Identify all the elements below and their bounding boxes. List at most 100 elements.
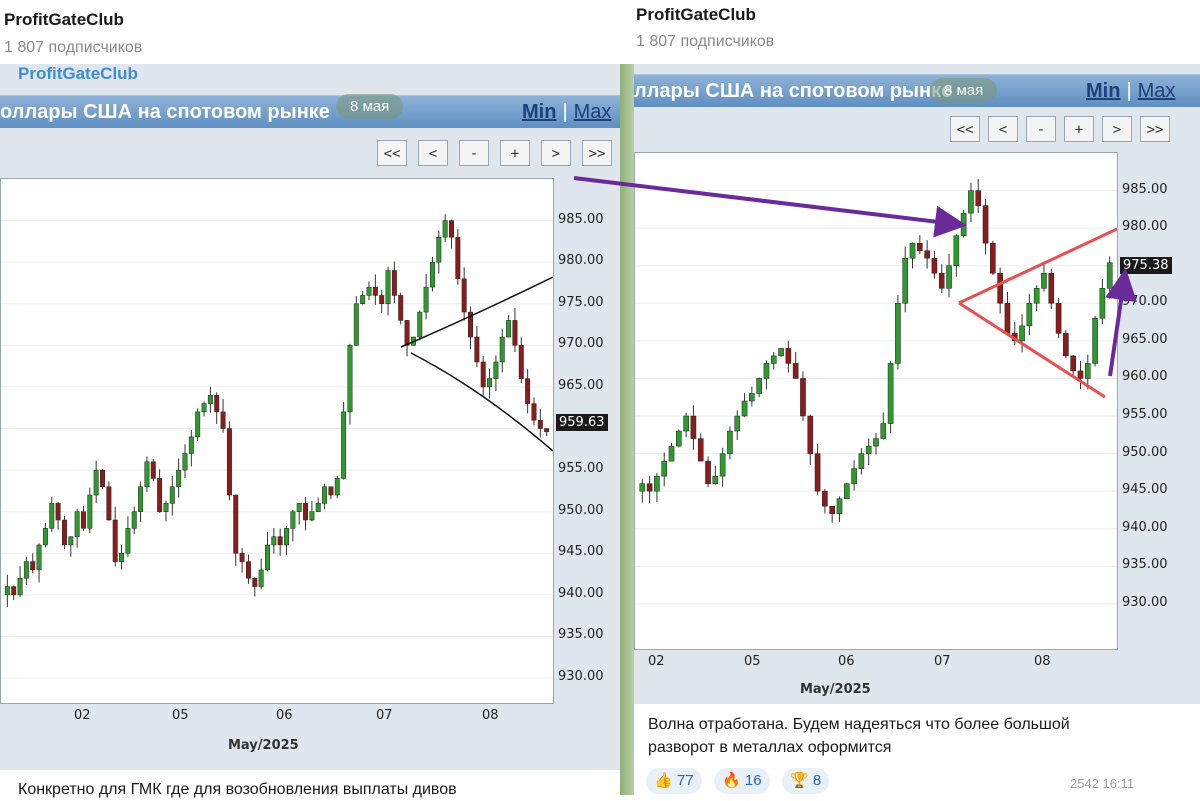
candle (719, 453, 726, 477)
candle (909, 242, 916, 259)
candle (334, 478, 340, 496)
candle (119, 553, 125, 562)
candle (169, 486, 175, 504)
candle (93, 469, 99, 496)
candle (493, 361, 499, 379)
candle (792, 363, 799, 379)
x-tick-label: 05 (172, 708, 189, 723)
candle (461, 278, 467, 313)
min-link[interactable]: Min (1086, 80, 1121, 102)
candle (220, 411, 226, 429)
zoom-out-button[interactable]: - (459, 140, 489, 166)
nav-prev-button[interactable]: < (418, 140, 448, 166)
candle (55, 503, 61, 521)
y-tick-label: 935.00 (1122, 557, 1168, 573)
candle (157, 478, 163, 512)
candle (296, 503, 302, 512)
candle (1055, 303, 1062, 334)
x-tick-label: 06 (276, 708, 293, 723)
candle (366, 286, 372, 296)
candle (1084, 363, 1091, 379)
candle (455, 236, 461, 280)
candle (398, 295, 404, 321)
max-link[interactable]: Max (1137, 80, 1176, 102)
y-tick-label: 970.00 (1122, 294, 1168, 310)
candle (668, 445, 675, 462)
candle (347, 345, 353, 413)
max-link[interactable]: Max (573, 101, 612, 123)
candle (290, 511, 296, 529)
candle (201, 403, 207, 413)
candle (436, 236, 442, 263)
candle (1033, 288, 1040, 304)
candle (814, 453, 821, 492)
candle (87, 494, 93, 529)
nav-next-button[interactable]: > (541, 140, 571, 166)
candle (924, 250, 930, 259)
reaction-count: 8 (812, 772, 822, 789)
candle (480, 361, 486, 388)
y-tick-label: 980.00 (558, 253, 604, 269)
candle (1106, 262, 1113, 289)
x-tick-label: 05 (744, 654, 761, 669)
triangle-lower-line (958, 301, 1106, 399)
candle (284, 528, 289, 546)
candle (975, 190, 982, 206)
reaction-count: 16 (744, 772, 762, 789)
zoom-in-button[interactable]: + (1064, 116, 1094, 142)
nav-prev-button[interactable]: < (988, 116, 1018, 142)
candle (829, 505, 835, 514)
chart-titlebar: ллары США на спотовом рынке Min | Max (634, 74, 1200, 107)
zoom-in-button[interactable]: + (500, 140, 530, 166)
channel-name[interactable]: ProfitGateClub (4, 10, 124, 29)
nav-last-button[interactable]: >> (1140, 116, 1170, 142)
zoom-out-button[interactable]: - (1026, 116, 1056, 142)
y-tick-label: 930.00 (558, 669, 604, 685)
candle (734, 415, 741, 432)
candle (277, 536, 283, 546)
candle (1048, 272, 1055, 304)
reaction-trophy[interactable]: 🏆 8 (782, 768, 830, 794)
left-plot-area (0, 178, 554, 704)
right-header-bg (634, 0, 1200, 64)
candle (49, 503, 55, 529)
candle (36, 544, 42, 571)
candle (778, 348, 784, 357)
candle (749, 393, 755, 402)
candle (836, 498, 843, 514)
candle (353, 303, 359, 346)
candle (843, 483, 850, 499)
y-tick-label: 980.00 (1122, 219, 1168, 235)
min-link[interactable]: Min (522, 101, 557, 123)
y-tick-label: 945.00 (558, 544, 604, 560)
nav-first-button[interactable]: << (377, 140, 407, 166)
candle (683, 415, 689, 432)
candle (537, 419, 543, 429)
reaction-thumbs-up[interactable]: 👍 77 (646, 768, 702, 794)
nav-next-button[interactable]: > (1102, 116, 1132, 142)
nav-last-button[interactable]: >> (582, 140, 612, 166)
candle (328, 486, 334, 496)
candle (654, 475, 660, 492)
candle (690, 415, 697, 439)
candle (303, 503, 309, 521)
right-chart-window: ллары США на спотовом рынке Min | Max 8 ма… (634, 64, 1200, 704)
y-tick-label: 965.00 (1122, 331, 1168, 347)
channel-name[interactable]: ProfitGateClub (636, 5, 756, 24)
triangle-upper-line (958, 227, 1117, 305)
candle (233, 494, 239, 554)
candle (887, 363, 894, 424)
candle (506, 320, 512, 338)
candle (785, 348, 792, 364)
chart-title: оллары США на спотовом рынке (0, 101, 330, 123)
candle (207, 395, 213, 404)
x-tick-label: 02 (648, 654, 665, 669)
reaction-fire[interactable]: 🔥 16 (714, 768, 770, 794)
candle (163, 503, 169, 512)
candle (442, 220, 448, 238)
y-tick-label: 950.00 (558, 502, 604, 518)
candle (360, 295, 366, 305)
y-tick-label: 955.00 (1122, 407, 1168, 423)
nav-first-button[interactable]: << (950, 116, 980, 142)
candle (770, 355, 777, 364)
